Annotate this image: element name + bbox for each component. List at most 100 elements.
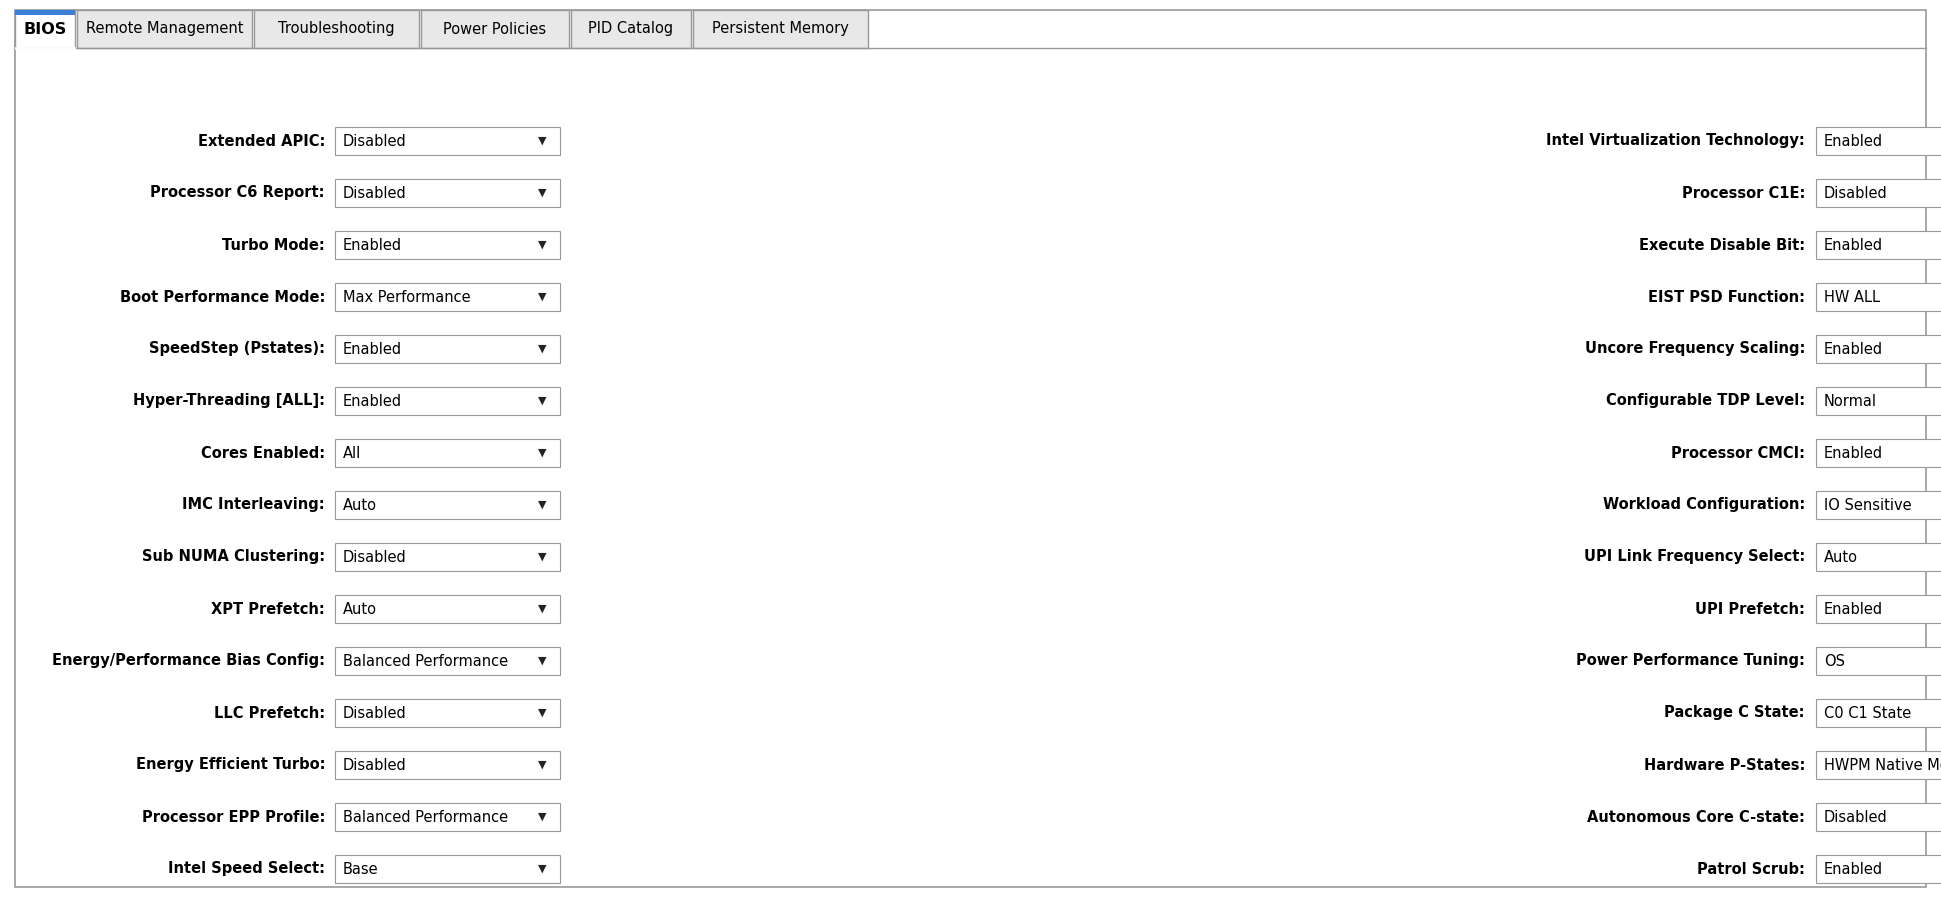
- Text: Power Performance Tuning:: Power Performance Tuning:: [1576, 654, 1805, 668]
- Text: Enabled: Enabled: [344, 238, 402, 252]
- FancyBboxPatch shape: [336, 231, 561, 259]
- Text: Workload Configuration:: Workload Configuration:: [1603, 498, 1805, 512]
- FancyBboxPatch shape: [336, 543, 561, 571]
- Text: All: All: [344, 446, 361, 460]
- Text: Configurable TDP Level:: Configurable TDP Level:: [1605, 394, 1805, 408]
- Text: ▼: ▼: [538, 812, 545, 822]
- FancyBboxPatch shape: [1817, 491, 1941, 519]
- Text: ▼: ▼: [538, 708, 545, 718]
- Text: Boot Performance Mode:: Boot Performance Mode:: [120, 290, 324, 304]
- Text: Patrol Scrub:: Patrol Scrub:: [1696, 861, 1805, 876]
- FancyBboxPatch shape: [1817, 179, 1941, 207]
- Text: Turbo Mode:: Turbo Mode:: [223, 238, 324, 252]
- Text: Balanced Performance: Balanced Performance: [344, 654, 509, 668]
- Text: BIOS: BIOS: [23, 22, 66, 37]
- Text: Package C State:: Package C State:: [1665, 706, 1805, 720]
- Text: Balanced Performance: Balanced Performance: [344, 809, 509, 824]
- Text: Max Performance: Max Performance: [344, 290, 470, 304]
- Text: Enabled: Enabled: [1825, 134, 1883, 149]
- FancyBboxPatch shape: [1817, 855, 1941, 883]
- Text: UPI Prefetch:: UPI Prefetch:: [1694, 602, 1805, 616]
- Text: Energy/Performance Bias Config:: Energy/Performance Bias Config:: [52, 654, 324, 668]
- Text: Enabled: Enabled: [1825, 602, 1883, 616]
- FancyBboxPatch shape: [421, 10, 569, 48]
- Text: ▼: ▼: [538, 292, 545, 302]
- FancyBboxPatch shape: [336, 127, 561, 155]
- FancyBboxPatch shape: [1817, 699, 1941, 727]
- Text: Disabled: Disabled: [344, 757, 408, 772]
- Text: EIST PSD Function:: EIST PSD Function:: [1648, 290, 1805, 304]
- Text: LLC Prefetch:: LLC Prefetch:: [214, 706, 324, 720]
- FancyBboxPatch shape: [1817, 127, 1941, 155]
- FancyBboxPatch shape: [336, 387, 561, 415]
- Text: HW ALL: HW ALL: [1825, 290, 1881, 304]
- Text: Auto: Auto: [1825, 550, 1858, 564]
- Text: Remote Management: Remote Management: [85, 22, 243, 37]
- FancyBboxPatch shape: [254, 10, 419, 48]
- Text: Enabled: Enabled: [1825, 238, 1883, 252]
- FancyBboxPatch shape: [1817, 335, 1941, 363]
- Text: Extended APIC:: Extended APIC:: [198, 134, 324, 149]
- Text: Disabled: Disabled: [344, 550, 408, 564]
- Text: Troubleshooting: Troubleshooting: [278, 22, 394, 37]
- Text: Enabled: Enabled: [1825, 342, 1883, 356]
- Text: Normal: Normal: [1825, 394, 1877, 408]
- Text: Disabled: Disabled: [344, 134, 408, 149]
- FancyBboxPatch shape: [336, 439, 561, 467]
- FancyBboxPatch shape: [1817, 439, 1941, 467]
- Text: UPI Link Frequency Select:: UPI Link Frequency Select:: [1584, 550, 1805, 564]
- Text: Persistent Memory: Persistent Memory: [712, 22, 848, 37]
- Text: Enabled: Enabled: [344, 394, 402, 408]
- Text: ▼: ▼: [538, 448, 545, 458]
- Text: HWPM Native Mode: HWPM Native Mode: [1825, 757, 1941, 772]
- FancyBboxPatch shape: [336, 491, 561, 519]
- Text: ▼: ▼: [538, 344, 545, 354]
- FancyBboxPatch shape: [693, 10, 868, 48]
- Text: Disabled: Disabled: [344, 186, 408, 201]
- Text: ▼: ▼: [538, 240, 545, 250]
- FancyBboxPatch shape: [78, 10, 252, 48]
- Text: Disabled: Disabled: [1825, 186, 1889, 201]
- Text: Uncore Frequency Scaling:: Uncore Frequency Scaling:: [1584, 342, 1805, 356]
- FancyBboxPatch shape: [336, 855, 561, 883]
- FancyBboxPatch shape: [16, 10, 1925, 887]
- Text: Execute Disable Bit:: Execute Disable Bit:: [1638, 238, 1805, 252]
- FancyBboxPatch shape: [336, 595, 561, 623]
- Text: Base: Base: [344, 861, 378, 876]
- Text: SpeedStep (Pstates):: SpeedStep (Pstates):: [149, 342, 324, 356]
- Text: Power Policies: Power Policies: [443, 22, 547, 37]
- Text: OS: OS: [1825, 654, 1846, 668]
- Text: Auto: Auto: [344, 498, 377, 512]
- FancyBboxPatch shape: [336, 283, 561, 311]
- Text: XPT Prefetch:: XPT Prefetch:: [212, 602, 324, 616]
- FancyBboxPatch shape: [336, 751, 561, 779]
- Text: Intel Virtualization Technology:: Intel Virtualization Technology:: [1547, 134, 1805, 149]
- FancyBboxPatch shape: [1817, 803, 1941, 831]
- Text: Auto: Auto: [344, 602, 377, 616]
- Text: IO Sensitive: IO Sensitive: [1825, 498, 1912, 512]
- Text: Disabled: Disabled: [1825, 809, 1889, 824]
- Text: Enabled: Enabled: [344, 342, 402, 356]
- Text: ▼: ▼: [538, 552, 545, 562]
- FancyBboxPatch shape: [1817, 595, 1941, 623]
- Text: ▼: ▼: [538, 864, 545, 874]
- Text: ▼: ▼: [538, 500, 545, 510]
- FancyBboxPatch shape: [336, 803, 561, 831]
- FancyBboxPatch shape: [571, 10, 691, 48]
- FancyBboxPatch shape: [336, 179, 561, 207]
- FancyBboxPatch shape: [336, 699, 561, 727]
- Text: Cores Enabled:: Cores Enabled:: [200, 446, 324, 460]
- Text: Hyper-Threading [ALL]:: Hyper-Threading [ALL]:: [134, 394, 324, 408]
- Text: Processor CMCI:: Processor CMCI:: [1671, 446, 1805, 460]
- FancyBboxPatch shape: [1817, 231, 1941, 259]
- Text: Autonomous Core C-state:: Autonomous Core C-state:: [1588, 809, 1805, 824]
- Text: ▼: ▼: [538, 656, 545, 666]
- Text: ▼: ▼: [538, 604, 545, 614]
- FancyBboxPatch shape: [1817, 751, 1941, 779]
- FancyBboxPatch shape: [1817, 543, 1941, 571]
- FancyBboxPatch shape: [1817, 283, 1941, 311]
- Text: IMC Interleaving:: IMC Interleaving:: [182, 498, 324, 512]
- Text: Processor C1E:: Processor C1E:: [1681, 186, 1805, 201]
- Text: Processor C6 Report:: Processor C6 Report:: [151, 186, 324, 201]
- Text: ▼: ▼: [538, 760, 545, 770]
